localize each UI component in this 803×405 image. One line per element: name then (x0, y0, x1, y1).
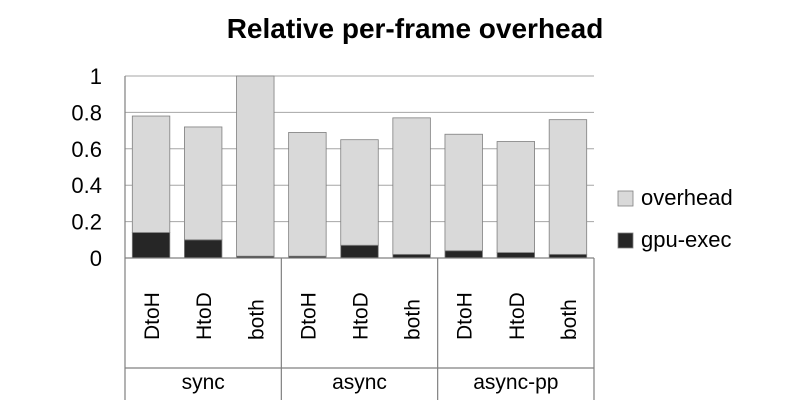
y-axis-tick-labels: 0 0.2 0.4 0.6 0.8 1 (71, 64, 102, 271)
bar-overhead (444, 133, 483, 252)
x-group-label: async (332, 371, 387, 394)
bar-overhead (184, 126, 223, 241)
bars (131, 75, 588, 259)
legend-swatch-gpu-exec (617, 232, 634, 249)
x-category-label: both (558, 299, 581, 340)
bar-gpu-exec (496, 252, 535, 259)
bar-gpu-exec (444, 250, 483, 259)
bar-gpu-exec (340, 244, 379, 259)
x-category-label: both (245, 299, 268, 340)
x-axis-group-labels: sync async async-pp (182, 371, 559, 394)
y-tick-label: 1 (90, 64, 102, 89)
bar-overhead (392, 117, 431, 255)
y-tick-label: 0.4 (71, 173, 102, 198)
x-group-label: sync (182, 371, 225, 394)
y-tick-label: 0.8 (71, 100, 102, 125)
x-axis-category-labels: DtoH HtoD both DtoH HtoD both DtoH HtoD both (141, 292, 581, 340)
legend-label-gpu-exec: gpu-exec (641, 227, 732, 252)
legend-swatch-overhead (617, 190, 634, 207)
legend: overhead gpu-exec (617, 185, 733, 252)
x-category-label: HtoD (350, 292, 373, 340)
x-group-label: async-pp (473, 371, 558, 394)
bar-overhead (548, 119, 588, 255)
bar-overhead (496, 141, 535, 253)
bar-gpu-exec (131, 232, 171, 259)
x-category-label: DtoH (454, 292, 477, 340)
y-tick-label: 0.2 (71, 210, 102, 235)
axes (124, 76, 595, 400)
x-category-label: DtoH (141, 292, 164, 340)
y-tick-label: 0.6 (71, 137, 102, 162)
bar-overhead (288, 132, 327, 257)
x-category-label: both (402, 299, 425, 340)
bar-overhead (131, 115, 171, 233)
legend-label-overhead: overhead (641, 185, 733, 210)
x-category-label: DtoH (297, 292, 320, 340)
bar-gpu-exec (184, 239, 223, 259)
bar-overhead (236, 75, 275, 257)
chart-title: Relative per-frame overhead (227, 13, 604, 44)
x-category-label: HtoD (506, 292, 529, 340)
x-category-label: HtoD (193, 292, 216, 340)
bar-overhead (340, 139, 379, 246)
y-tick-label: 0 (90, 246, 102, 271)
